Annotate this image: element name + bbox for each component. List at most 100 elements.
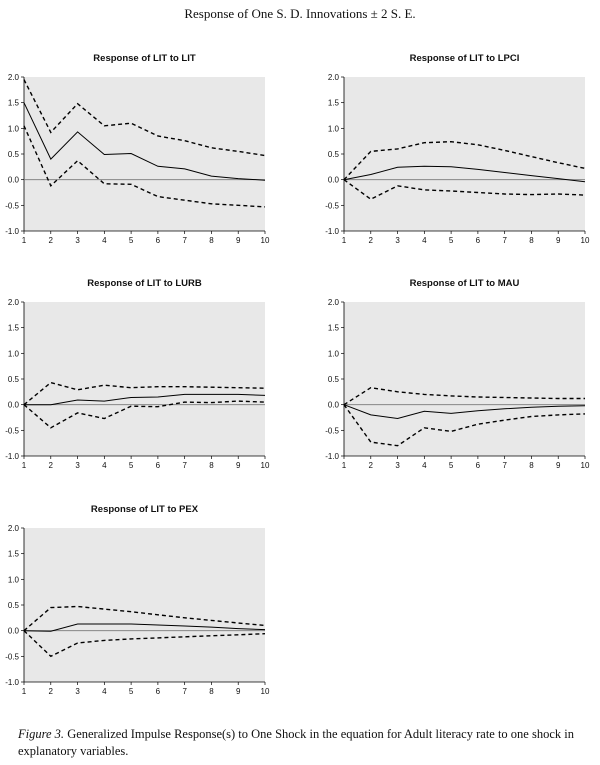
upper-band-line (23, 605, 266, 632)
x-tick-label: 5 (449, 461, 454, 470)
y-tick-label: 0.5 (8, 150, 20, 159)
x-tick-label: 5 (449, 236, 454, 245)
plot-area (24, 77, 265, 231)
x-tick-label: 7 (182, 236, 187, 245)
y-tick-label: -0.5 (325, 426, 339, 435)
x-tick-label: 3 (395, 461, 400, 470)
x-tick-label: 4 (102, 687, 107, 696)
x-tick-label: 10 (581, 461, 590, 470)
y-tick-label: 1.5 (8, 324, 20, 333)
panel-4: Response of LIT to MAU 2.0 1.5 1.0 0.5 0.0 -0.… (325, 278, 590, 470)
y-tick-label: -0.5 (5, 201, 19, 210)
plot-area (24, 528, 265, 682)
y-tick-label: 1.5 (8, 550, 20, 559)
response-line (343, 165, 586, 183)
x-tick-label: 6 (156, 461, 161, 470)
x-tick-label: 2 (369, 461, 374, 470)
response-line (23, 102, 266, 181)
y-tick-label: 1.0 (8, 575, 20, 584)
caption-label: Figure 3. (18, 727, 65, 741)
x-tick-label: 1 (342, 236, 347, 245)
x-tick-label: 8 (209, 687, 214, 696)
y-tick-label: 0.0 (8, 401, 20, 410)
upper-band-line (343, 140, 586, 181)
x-tick-label: 6 (156, 236, 161, 245)
lower-band-line (23, 630, 266, 658)
y-tick-label: 2.0 (328, 73, 340, 82)
x-tick-label: 8 (209, 461, 214, 470)
y-tick-label: -1.0 (5, 452, 19, 461)
y-tick-label: 0.0 (8, 627, 20, 636)
y-tick-label: 0.5 (328, 375, 340, 384)
y-tick-label: 0.0 (8, 176, 20, 185)
plot-area (24, 302, 265, 456)
y-tick-label: 0.5 (328, 150, 340, 159)
x-tick-label: 3 (75, 687, 80, 696)
y-tick-label: 2.0 (8, 298, 20, 307)
lower-band-line (343, 179, 586, 201)
figure-title: Response of One S. D. Innovations ± 2 S.… (184, 6, 416, 21)
x-tick-label: 6 (476, 236, 481, 245)
y-tick-label: -0.5 (5, 426, 19, 435)
x-tick-label: 8 (529, 236, 534, 245)
x-tick-label: 5 (129, 687, 134, 696)
y-tick-label: -1.0 (325, 227, 339, 236)
y-tick-label: -1.0 (325, 452, 339, 461)
panel-title: Response of LIT to PEX (91, 504, 199, 515)
lower-band-line (23, 400, 266, 429)
y-tick-label: 2.0 (8, 524, 20, 533)
x-tick-label: 4 (102, 461, 107, 470)
x-tick-label: 5 (129, 461, 134, 470)
y-tick-label: 1.5 (328, 324, 340, 333)
y-tick-label: -1.0 (5, 678, 19, 687)
x-tick-label: 10 (261, 687, 270, 696)
upper-band-line (343, 386, 585, 406)
figure-caption: Figure 3. Generalized Impulse Response(s… (18, 726, 588, 760)
y-tick-label: 1.0 (8, 124, 20, 133)
response-line (343, 404, 586, 420)
x-tick-label: 5 (129, 236, 134, 245)
x-tick-label: 4 (422, 236, 427, 245)
x-tick-label: 10 (261, 236, 270, 245)
y-tick-label: 2.0 (328, 298, 340, 307)
x-tick-label: 9 (236, 461, 241, 470)
impulse-response-plots: Response of LIT to LIT 2.0 1.5 1.0 0.5 0.0 -0.… (5, 53, 590, 696)
x-tick-label: 9 (556, 461, 561, 470)
lower-band-line (343, 404, 586, 447)
y-tick-label: 0.5 (8, 601, 20, 610)
x-tick-label: 7 (182, 687, 187, 696)
x-tick-label: 9 (556, 236, 561, 245)
y-tick-label: -0.5 (325, 201, 339, 210)
x-tick-label: 6 (156, 687, 161, 696)
x-tick-label: 2 (49, 687, 54, 696)
x-tick-label: 4 (102, 236, 107, 245)
x-tick-label: 3 (395, 236, 400, 245)
upper-band-line (23, 79, 266, 157)
x-tick-label: 9 (236, 236, 241, 245)
x-tick-label: 7 (182, 461, 187, 470)
y-tick-label: 1.0 (8, 349, 20, 358)
panel-1: Response of LIT to LIT 2.0 1.5 1.0 0.5 0.0 -0.… (5, 53, 270, 245)
panel-title: Response of LIT to MAU (410, 278, 520, 289)
panel-3: Response of LIT to LURB 2.0 1.5 1.0 0.5 0.0 -0… (5, 278, 270, 470)
panel-title: Response of LIT to LIT (93, 53, 196, 64)
x-tick-label: 1 (22, 687, 27, 696)
x-tick-label: 1 (22, 236, 27, 245)
plot-area (344, 302, 585, 456)
y-tick-label: 0.0 (328, 401, 340, 410)
x-tick-label: 1 (342, 461, 347, 470)
x-tick-label: 3 (75, 236, 80, 245)
response-line (23, 623, 266, 632)
y-tick-label: -1.0 (5, 227, 19, 236)
y-tick-label: 1.5 (328, 99, 340, 108)
y-tick-label: 0.5 (8, 375, 20, 384)
y-tick-label: 2.0 (8, 73, 20, 82)
caption-text: Generalized Impulse Response(s) to One S… (18, 727, 574, 758)
panel-2: Response of LIT to LPCI 2.0 1.5 1.0 0.5 0.0 -0… (325, 53, 590, 245)
x-tick-label: 7 (502, 461, 507, 470)
y-tick-label: 0.0 (328, 176, 340, 185)
x-tick-label: 10 (261, 461, 270, 470)
x-tick-label: 8 (529, 461, 534, 470)
response-line (24, 393, 266, 406)
